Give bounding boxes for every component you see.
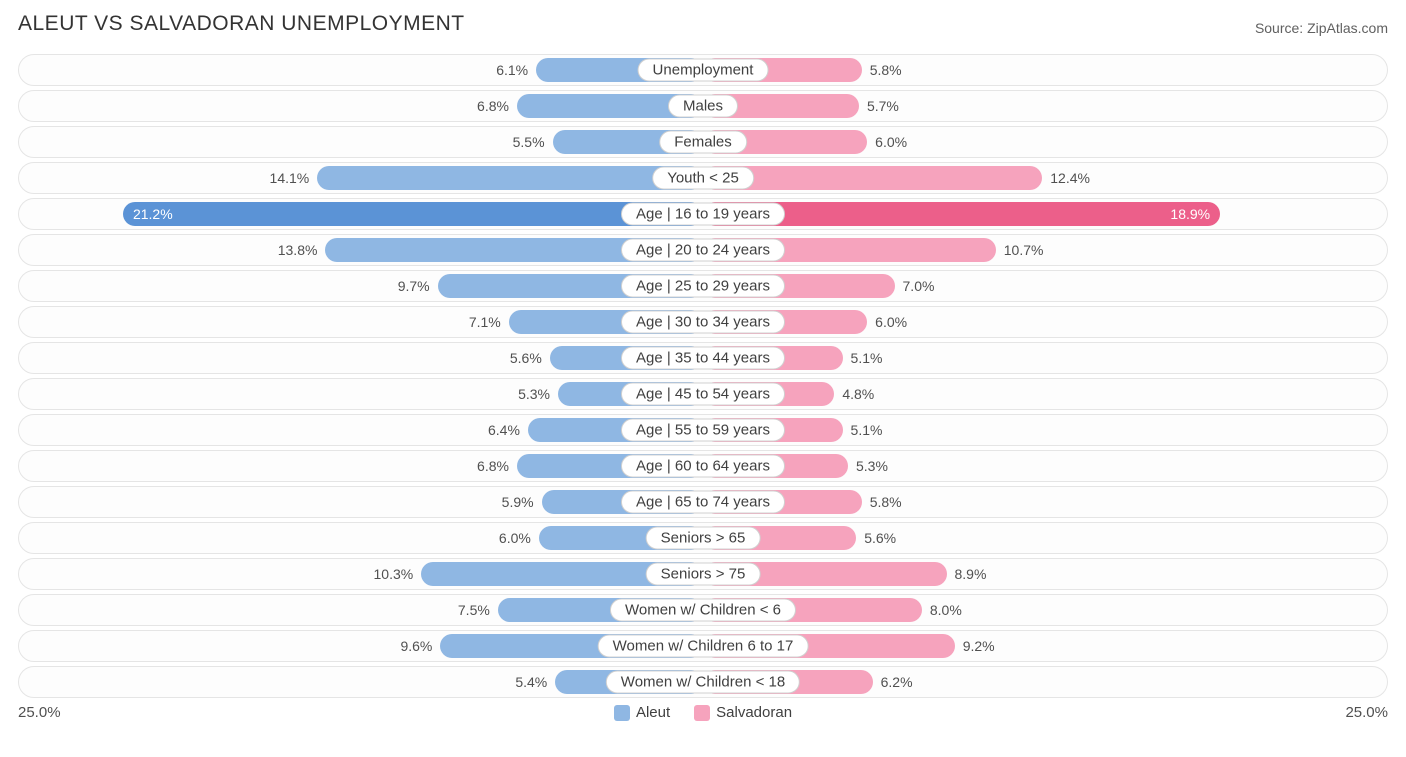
chart-row: 9.7% 7.0% Age | 25 to 29 years: [18, 270, 1388, 302]
value-left: 9.7%: [398, 271, 438, 301]
value-right: 5.8%: [862, 55, 902, 85]
value-right: 12.4%: [1042, 163, 1090, 193]
chart-row: 13.8% 10.7% Age | 20 to 24 years: [18, 234, 1388, 266]
value-left: 7.1%: [469, 307, 509, 337]
value-left: 5.6%: [510, 343, 550, 373]
value-left: 6.8%: [477, 91, 517, 121]
value-left: 9.6%: [400, 631, 440, 661]
legend-label-right: Salvadoran: [716, 704, 792, 721]
category-label: Age | 45 to 54 years: [621, 383, 785, 406]
value-right: 10.7%: [996, 235, 1044, 265]
value-right: 5.8%: [862, 487, 902, 517]
category-label: Age | 65 to 74 years: [621, 491, 785, 514]
chart-footer: 25.0% Aleut Salvadoran 25.0%: [18, 704, 1388, 721]
value-left: 5.4%: [515, 667, 555, 697]
legend-item-left: Aleut: [614, 704, 670, 721]
value-left: 5.9%: [502, 487, 542, 517]
value-left: 10.3%: [374, 559, 422, 589]
category-label: Seniors > 65: [646, 527, 761, 550]
chart-row: 10.3% 8.9% Seniors > 75: [18, 558, 1388, 590]
legend-item-right: Salvadoran: [694, 704, 792, 721]
category-label: Unemployment: [638, 59, 769, 82]
category-label: Women w/ Children < 6: [610, 599, 796, 622]
chart-source: Source: ZipAtlas.com: [1255, 20, 1388, 36]
category-label: Age | 60 to 64 years: [621, 455, 785, 478]
category-label: Youth < 25: [652, 167, 754, 190]
axis-left-max: 25.0%: [18, 704, 61, 721]
diverging-bar-chart: 6.1% 5.8% Unemployment 6.8% 5.7% Males 5.5% 6.0…: [18, 54, 1388, 698]
value-right: 6.0%: [867, 127, 907, 157]
chart-row: 6.0% 5.6% Seniors > 65: [18, 522, 1388, 554]
chart-row: 14.1% 12.4% Youth < 25: [18, 162, 1388, 194]
chart-row: 21.2% 18.9% Age | 16 to 19 years: [18, 198, 1388, 230]
chart-row: 5.9% 5.8% Age | 65 to 74 years: [18, 486, 1388, 518]
chart-row: 7.1% 6.0% Age | 30 to 34 years: [18, 306, 1388, 338]
chart-row: 9.6% 9.2% Women w/ Children 6 to 17: [18, 630, 1388, 662]
value-left: 6.0%: [499, 523, 539, 553]
category-label: Age | 55 to 59 years: [621, 419, 785, 442]
value-right: 7.0%: [895, 271, 935, 301]
value-left: 5.5%: [513, 127, 553, 157]
value-right: 5.7%: [859, 91, 899, 121]
value-right: 6.2%: [873, 667, 913, 697]
value-right: 5.3%: [848, 451, 888, 481]
category-label: Males: [668, 95, 738, 118]
value-left: 13.8%: [278, 235, 326, 265]
value-left: 7.5%: [458, 595, 498, 625]
category-label: Age | 20 to 24 years: [621, 239, 785, 262]
chart-row: 6.4% 5.1% Age | 55 to 59 years: [18, 414, 1388, 446]
value-right: 5.1%: [843, 415, 883, 445]
value-right: 6.0%: [867, 307, 907, 337]
chart-row: 6.8% 5.7% Males: [18, 90, 1388, 122]
value-right: 8.0%: [922, 595, 962, 625]
bar-right: [703, 166, 1042, 190]
bar-left: [317, 166, 703, 190]
value-right: 8.9%: [947, 559, 987, 589]
legend-swatch-left: [614, 705, 630, 721]
chart-row: 5.5% 6.0% Females: [18, 126, 1388, 158]
value-left: 14.1%: [270, 163, 318, 193]
chart-row: 6.1% 5.8% Unemployment: [18, 54, 1388, 86]
category-label: Women w/ Children < 18: [606, 671, 800, 694]
value-left: 6.1%: [496, 55, 536, 85]
value-left: 6.4%: [488, 415, 528, 445]
bar-left: [123, 202, 703, 226]
value-right: 9.2%: [955, 631, 995, 661]
value-right: 5.1%: [843, 343, 883, 373]
value-right: 4.8%: [834, 379, 874, 409]
legend-label-left: Aleut: [636, 704, 670, 721]
chart-row: 5.6% 5.1% Age | 35 to 44 years: [18, 342, 1388, 374]
chart-row: 5.3% 4.8% Age | 45 to 54 years: [18, 378, 1388, 410]
category-label: Age | 25 to 29 years: [621, 275, 785, 298]
chart-header: ALEUT VS SALVADORAN UNEMPLOYMENT Source:…: [18, 12, 1388, 36]
axis-right-max: 25.0%: [1345, 704, 1388, 721]
value-right: 18.9%: [1170, 199, 1220, 229]
chart-title: ALEUT VS SALVADORAN UNEMPLOYMENT: [18, 12, 465, 36]
legend-swatch-right: [694, 705, 710, 721]
category-label: Seniors > 75: [646, 563, 761, 586]
category-label: Age | 30 to 34 years: [621, 311, 785, 334]
value-left: 5.3%: [518, 379, 558, 409]
chart-row: 7.5% 8.0% Women w/ Children < 6: [18, 594, 1388, 626]
category-label: Women w/ Children 6 to 17: [598, 635, 809, 658]
legend: Aleut Salvadoran: [614, 704, 792, 721]
value-left: 6.8%: [477, 451, 517, 481]
category-label: Age | 35 to 44 years: [621, 347, 785, 370]
chart-row: 5.4% 6.2% Women w/ Children < 18: [18, 666, 1388, 698]
category-label: Females: [659, 131, 747, 154]
category-label: Age | 16 to 19 years: [621, 203, 785, 226]
value-left: 21.2%: [123, 199, 173, 229]
value-right: 5.6%: [856, 523, 896, 553]
chart-row: 6.8% 5.3% Age | 60 to 64 years: [18, 450, 1388, 482]
